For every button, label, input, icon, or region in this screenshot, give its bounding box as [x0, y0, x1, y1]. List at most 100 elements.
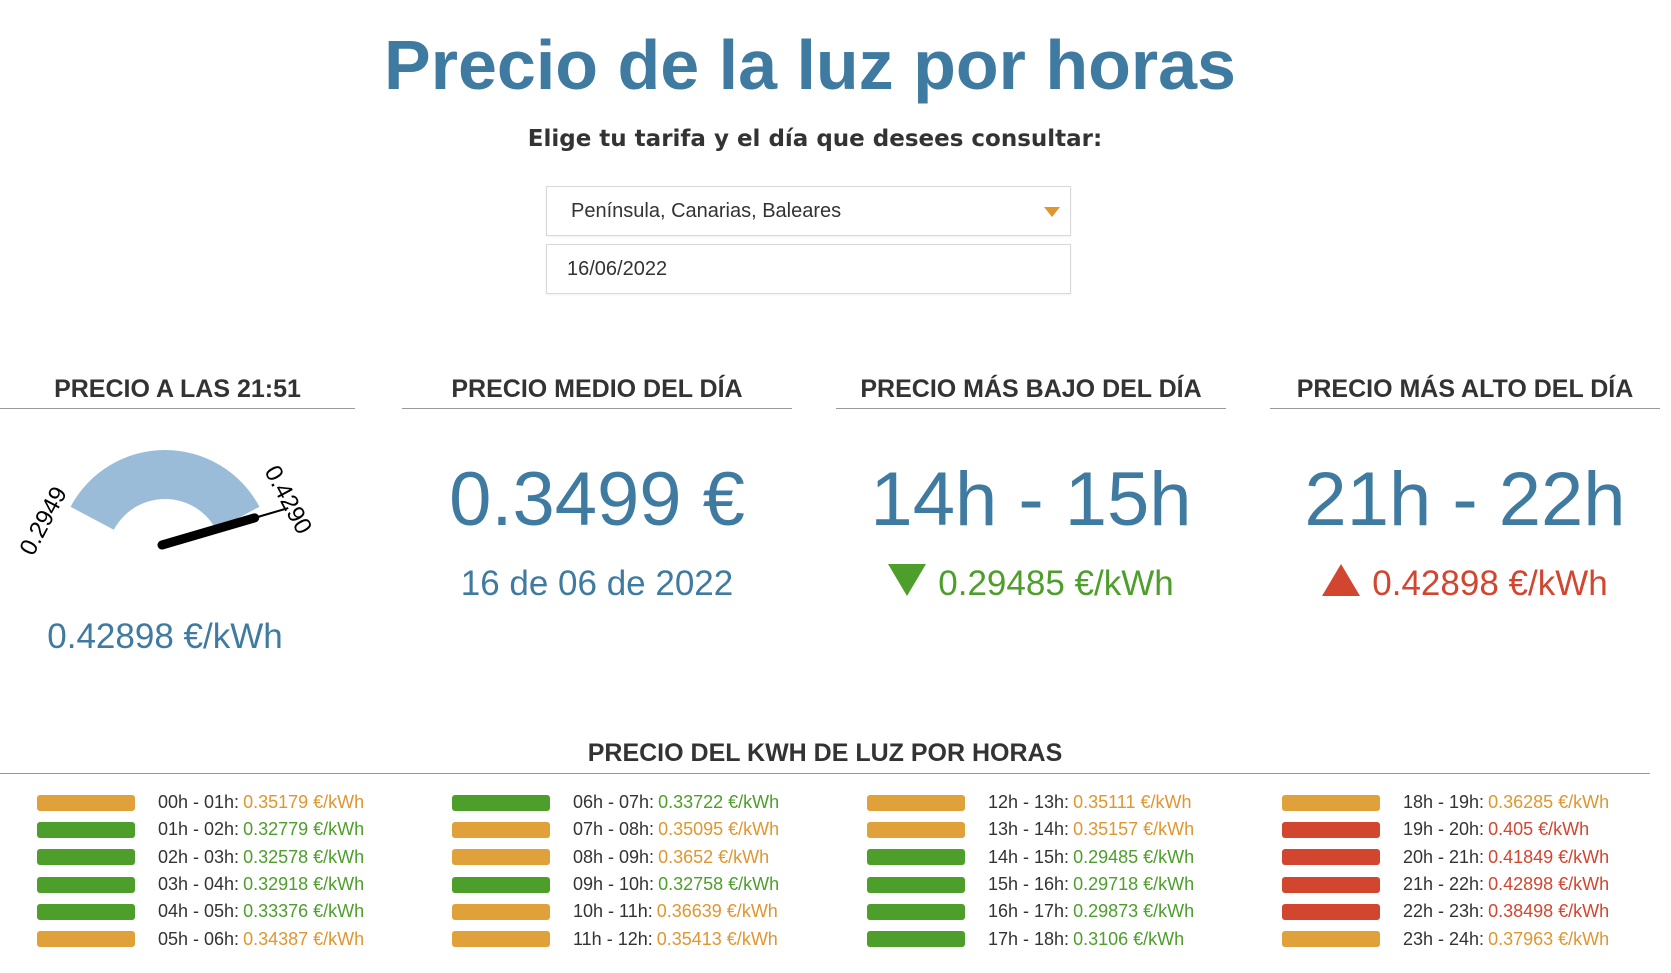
hour-row: 21h - 22h: 0.42898 €/kWh: [1245, 871, 1645, 898]
highest-price-info: 0.42898 €/kWh: [1270, 562, 1660, 606]
hour-text: 09h - 10h: 0.32758 €/kWh: [573, 874, 779, 895]
price-level-bar: [37, 794, 135, 811]
hour-price: 0.35095 €/kWh: [658, 819, 780, 840]
hourly-column-4: 18h - 19h: 0.36285 €/kWh 19h - 20h: 0.405 €…: [1245, 789, 1645, 953]
hour-text: 05h - 06h: 0.34387 €/kWh: [158, 929, 364, 950]
hour-label: 17h - 18h:: [988, 928, 1070, 949]
hour-row: 03h - 04h: 0.32918 €/kWh: [0, 871, 400, 898]
hour-label: 07h - 08h:: [573, 819, 655, 840]
hour-row: 12h - 13h: 0.35111 €/kWh: [830, 789, 1230, 816]
hour-label: 01h - 02h:: [158, 819, 240, 840]
hour-label: 16h - 17h:: [988, 901, 1070, 922]
price-level-bar: [1282, 903, 1380, 920]
price-level-bar: [1282, 876, 1380, 893]
hour-price: 0.38498 €/kWh: [1488, 901, 1610, 922]
price-level-bar: [867, 931, 965, 948]
hour-label: 04h - 05h:: [158, 901, 240, 922]
hour-text: 04h - 05h: 0.33376 €/kWh: [158, 901, 364, 922]
arrow-down-icon: [888, 563, 927, 596]
hour-price: 0.35157 €/kWh: [1073, 819, 1195, 840]
hour-row: 06h - 07h: 0.33722 €/kWh: [415, 789, 815, 816]
price-level-bar: [867, 794, 965, 811]
hour-label: 13h - 14h:: [988, 819, 1070, 840]
date-input[interactable]: 16/06/2022: [546, 244, 1071, 294]
hour-text: 14h - 15h: 0.29485 €/kWh: [988, 847, 1194, 868]
hour-label: 00h - 01h:: [158, 792, 240, 813]
hour-label: 10h - 11h:: [573, 901, 653, 922]
price-level-bar: [867, 849, 965, 866]
hour-label: 23h - 24h:: [1403, 928, 1485, 949]
price-level-bar: [452, 821, 550, 838]
hour-label: 05h - 06h:: [158, 928, 240, 949]
gauge-max-label: 0.4290: [259, 461, 317, 538]
hour-price: 0.3106 €/kWh: [1073, 928, 1185, 949]
average-price-title: PRECIO MEDIO DEL DÍA: [402, 373, 792, 409]
price-level-bar: [867, 821, 965, 838]
hour-label: 12h - 13h:: [988, 792, 1070, 813]
lowest-price-value: 0.29485 €/kWh: [938, 564, 1174, 603]
hour-text: 10h - 11h: 0.36639 €/kWh: [573, 901, 778, 922]
hour-label: 08h - 09h:: [573, 846, 655, 867]
hour-text: 21h - 22h: 0.42898 €/kWh: [1403, 874, 1609, 895]
hour-row: 02h - 03h: 0.32578 €/kWh: [0, 844, 400, 871]
price-level-bar: [37, 931, 135, 948]
hour-price: 0.41849 €/kWh: [1488, 846, 1610, 867]
hour-text: 13h - 14h: 0.35157 €/kWh: [988, 819, 1194, 840]
tarifa-select[interactable]: Península, Canarias, Baleares: [546, 186, 1071, 236]
hourly-column-2: 06h - 07h: 0.33722 €/kWh 07h - 08h: 0.35095…: [415, 789, 815, 953]
hour-label: 21h - 22h:: [1403, 874, 1485, 895]
hour-row: 22h - 23h: 0.38498 €/kWh: [1245, 898, 1645, 925]
current-price-value: 0.42898 €/kWh: [47, 617, 283, 656]
hour-text: 22h - 23h: 0.38498 €/kWh: [1403, 901, 1609, 922]
price-level-bar: [37, 849, 135, 866]
current-price-title: PRECIO A LAS 21:51: [0, 373, 355, 409]
hour-text: 20h - 21h: 0.41849 €/kWh: [1403, 847, 1609, 868]
hour-text: 23h - 24h: 0.37963 €/kWh: [1403, 929, 1609, 950]
hour-price: 0.42898 €/kWh: [1488, 874, 1610, 895]
chevron-down-icon[interactable]: [1044, 207, 1060, 217]
price-level-bar: [452, 849, 550, 866]
lowest-price-range: 14h - 15h: [870, 457, 1192, 542]
hour-label: 14h - 15h:: [988, 846, 1070, 867]
price-gauge: 0.2949 0.4290: [0, 420, 330, 620]
hour-text: 12h - 13h: 0.35111 €/kWh: [988, 792, 1191, 813]
price-level-bar: [1282, 849, 1380, 866]
gauge-needle: [157, 507, 289, 550]
price-level-bar: [867, 903, 965, 920]
hour-price: 0.29873 €/kWh: [1073, 901, 1195, 922]
average-price-date: 16 de 06 de 2022: [460, 564, 734, 603]
hour-text: 17h - 18h: 0.3106 €/kWh: [988, 929, 1184, 950]
highest-price-value: 0.42898 €/kWh: [1372, 564, 1608, 603]
lowest-price-info: 0.29485 €/kWh: [836, 562, 1226, 606]
gauge-arc: [70, 449, 260, 530]
hour-row: 01h - 02h: 0.32779 €/kWh: [0, 816, 400, 843]
hour-text: 18h - 19h: 0.36285 €/kWh: [1403, 792, 1609, 813]
hour-row: 14h - 15h: 0.29485 €/kWh: [830, 844, 1230, 871]
gauge-min-label: 0.2949: [14, 482, 72, 559]
hour-price: 0.3652 €/kWh: [658, 846, 770, 867]
hour-row: 18h - 19h: 0.36285 €/kWh: [1245, 789, 1645, 816]
hour-row: 15h - 16h: 0.29718 €/kWh: [830, 871, 1230, 898]
price-level-bar: [37, 821, 135, 838]
price-level-bar: [452, 931, 550, 948]
hour-price: 0.37963 €/kWh: [1488, 928, 1610, 949]
price-level-bar: [37, 876, 135, 893]
arrow-up-icon: [1322, 563, 1361, 596]
hour-row: 11h - 12h: 0.35413 €/kWh: [415, 925, 815, 952]
gauge-svg: 0.2949 0.4290: [14, 449, 317, 560]
hour-label: 03h - 04h:: [158, 874, 240, 895]
hour-text: 07h - 08h: 0.35095 €/kWh: [573, 819, 779, 840]
hour-price: 0.33722 €/kWh: [658, 792, 780, 813]
page-subtitle: Elige tu tarifa y el día que desees cons…: [527, 126, 1103, 152]
hour-price: 0.35413 €/kWh: [656, 928, 778, 949]
hour-row: 13h - 14h: 0.35157 €/kWh: [830, 816, 1230, 843]
hour-price: 0.36285 €/kWh: [1488, 792, 1610, 813]
hour-row: 07h - 08h: 0.35095 €/kWh: [415, 816, 815, 843]
hour-label: 11h - 12h:: [573, 928, 653, 949]
hour-price: 0.32918 €/kWh: [243, 874, 365, 895]
price-level-bar: [452, 903, 550, 920]
hour-row: 19h - 20h: 0.405 €/kWh: [1245, 816, 1645, 843]
hour-text: 16h - 17h: 0.29873 €/kWh: [988, 901, 1194, 922]
date-input-value: 16/06/2022: [567, 258, 668, 280]
hour-price: 0.29485 €/kWh: [1073, 846, 1195, 867]
